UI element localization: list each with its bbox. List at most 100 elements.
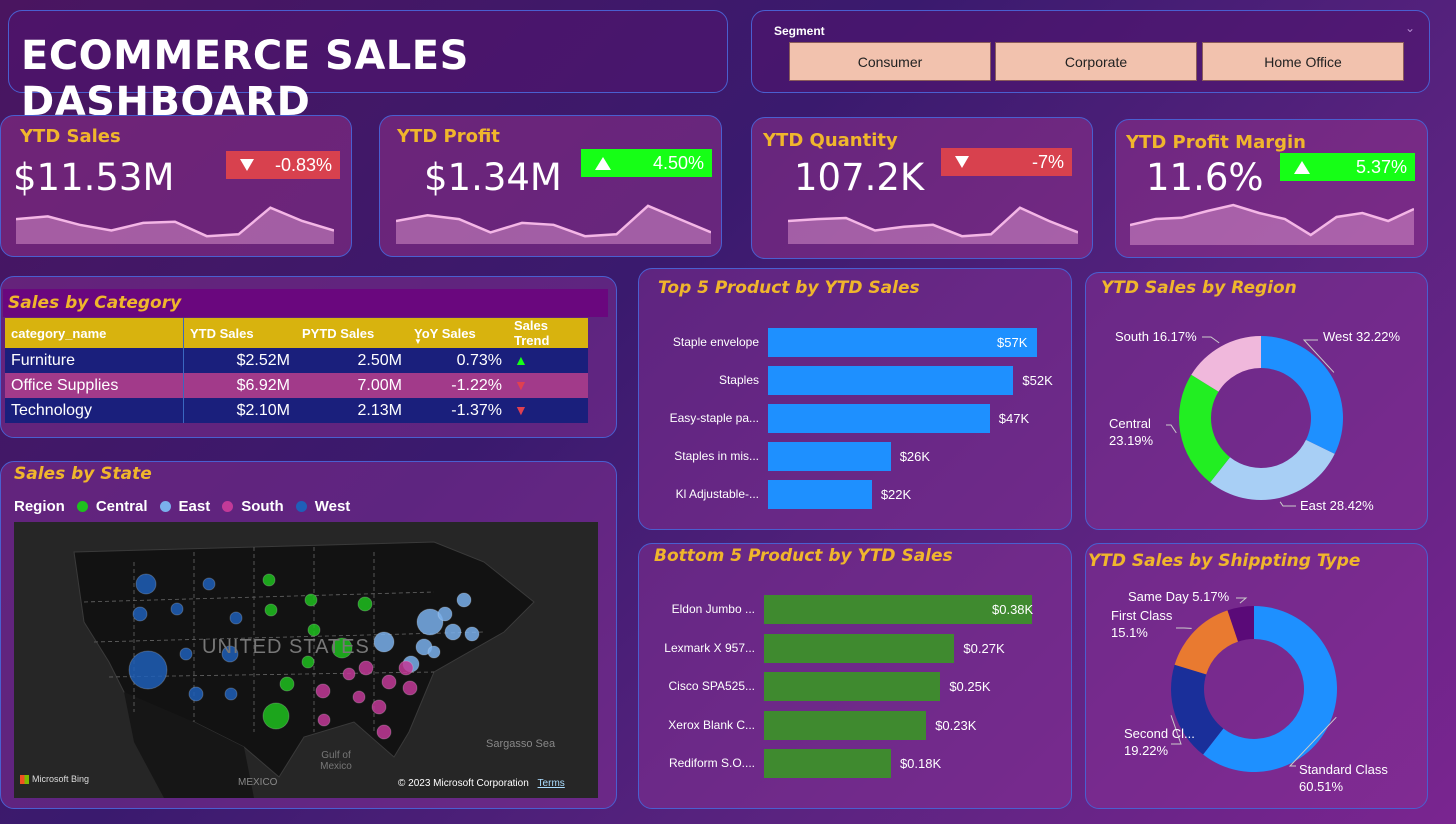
state-bubble[interactable] xyxy=(371,699,387,715)
state-bubble[interactable] xyxy=(170,602,184,616)
down-arrow-icon xyxy=(955,156,969,168)
terms-link[interactable]: Terms xyxy=(537,778,565,789)
bar[interactable] xyxy=(764,595,1032,624)
bar[interactable] xyxy=(764,710,927,740)
bar-value-label: $0.27K xyxy=(963,640,1005,656)
state-bubble[interactable] xyxy=(304,593,318,607)
donut-slice[interactable] xyxy=(1191,336,1261,392)
state-bubble[interactable] xyxy=(376,724,392,740)
donut-slice[interactable] xyxy=(1203,606,1337,772)
bar[interactable] xyxy=(764,749,891,778)
bar-category-label: Staple envelope xyxy=(672,335,759,349)
state-bubble[interactable] xyxy=(444,623,462,641)
copyright-text: © 2023 Microsoft Corporation xyxy=(398,778,529,789)
legend-dot-west xyxy=(295,501,307,512)
segment-corporate-button[interactable]: Corporate xyxy=(995,42,1197,81)
segment-home-office-button[interactable]: Home Office xyxy=(1202,42,1404,81)
state-bubble[interactable] xyxy=(202,577,216,591)
column-header[interactable]: category_name xyxy=(5,318,184,348)
legend-item[interactable]: Central xyxy=(95,498,148,515)
state-bubble[interactable] xyxy=(398,660,414,676)
donut-leader-line xyxy=(1166,424,1177,434)
microsoft-logo-icon xyxy=(20,774,29,784)
region-donut-chart[interactable]: West 32.22% East 28.42% Central 23.19% South… xyxy=(1086,273,1429,531)
state-bubble[interactable] xyxy=(317,713,331,727)
kpi-card-ytd-quantity: YTD Quantity 107.2K -7% xyxy=(751,117,1093,259)
donut-label: Central xyxy=(1109,416,1151,431)
column-header[interactable]: YoY Sales ▼ xyxy=(408,318,508,348)
kpi-value: $11.53M xyxy=(13,156,175,199)
column-header[interactable]: PYTD Sales xyxy=(296,318,408,348)
bar[interactable] xyxy=(764,633,955,663)
state-bubble[interactable] xyxy=(264,603,278,617)
donut-slice[interactable] xyxy=(1261,336,1343,454)
legend-item[interactable]: West xyxy=(314,498,351,515)
table-row[interactable]: Furniture $2.52M 2.50M 0.73% ▲ xyxy=(5,348,588,373)
state-bubble[interactable] xyxy=(221,645,239,663)
state-bubble[interactable] xyxy=(373,631,395,653)
top5-products-chart: Top 5 Product by YTD Sales Staple envelo… xyxy=(638,268,1072,530)
bar-value-label: $52K xyxy=(1022,373,1053,388)
state-bubble[interactable] xyxy=(307,623,321,637)
table-row[interactable]: Office Supplies $6.92M 7.00M -1.22% ▼ xyxy=(5,373,588,398)
legend-item[interactable]: East xyxy=(178,498,211,515)
state-bubble[interactable] xyxy=(416,608,444,636)
state-bubble[interactable] xyxy=(224,687,238,701)
state-bubble[interactable] xyxy=(315,683,331,699)
table-row[interactable]: Technology $2.10M 2.13M -1.37% ▼ xyxy=(5,398,588,423)
state-bubble[interactable] xyxy=(358,660,374,676)
sparkline-line xyxy=(788,206,1078,238)
column-header[interactable]: YTD Sales xyxy=(183,318,296,348)
state-bubble[interactable] xyxy=(331,637,353,659)
category-table: category_name YTD Sales PYTD Sales YoY S… xyxy=(5,318,589,423)
kpi-change-badge: -7% xyxy=(941,148,1072,176)
state-bubble[interactable] xyxy=(381,674,397,690)
shipping-donut-chart[interactable]: Standard Class 60.51% Second Cl... 19.22% Fi… xyxy=(1086,544,1429,810)
state-bubble[interactable] xyxy=(262,573,276,587)
bar[interactable] xyxy=(768,442,891,471)
kpi-sparkline xyxy=(396,204,711,244)
donut-slice[interactable] xyxy=(1171,664,1224,755)
donut-label: West 32.22% xyxy=(1323,329,1401,344)
state-bubble[interactable] xyxy=(427,645,441,659)
bar[interactable] xyxy=(768,366,1014,395)
donut-slice[interactable] xyxy=(1179,374,1231,483)
sparkline-area xyxy=(1130,205,1414,245)
state-bubble[interactable] xyxy=(179,647,193,661)
donut-slice[interactable] xyxy=(1174,610,1239,675)
segment-consumer-button[interactable]: Consumer xyxy=(789,42,991,81)
bar-category-label: Rediform S.O.... xyxy=(668,756,755,770)
bar[interactable] xyxy=(768,328,1037,357)
state-bubble[interactable] xyxy=(437,606,453,622)
kpi-change: 5.37% xyxy=(1355,156,1407,177)
state-bubble[interactable] xyxy=(301,655,315,669)
state-bubble[interactable] xyxy=(135,573,157,595)
kpi-change-badge: -0.83% xyxy=(226,151,340,179)
donut-slice[interactable] xyxy=(1210,439,1335,500)
bar[interactable] xyxy=(768,404,990,433)
kpi-change: -0.83% xyxy=(274,154,332,175)
state-bubble[interactable] xyxy=(279,676,295,692)
state-bubble[interactable] xyxy=(352,690,366,704)
legend-item[interactable]: South xyxy=(241,498,284,515)
donut-label: 23.19% xyxy=(1109,433,1154,448)
state-bubble[interactable] xyxy=(464,626,480,642)
state-bubble[interactable] xyxy=(188,686,204,702)
state-map[interactable]: UNITED STATES Gulf of Mexico Sargasso Se… xyxy=(14,522,598,798)
chevron-down-icon[interactable]: ⌄ xyxy=(1404,21,1415,35)
kpi-sparkline xyxy=(16,206,334,244)
donut-slice[interactable] xyxy=(1227,606,1254,642)
state-bubble[interactable] xyxy=(132,606,148,622)
bar[interactable] xyxy=(764,672,941,701)
state-bubble[interactable] xyxy=(456,592,472,608)
trend-up-icon: ▲ xyxy=(514,351,528,368)
column-header[interactable]: Sales Trend xyxy=(508,318,588,348)
state-bubble[interactable] xyxy=(262,702,290,730)
trend-down-icon: ▼ xyxy=(514,401,528,418)
state-bubble[interactable] xyxy=(357,596,373,612)
state-bubble[interactable] xyxy=(342,667,356,681)
state-bubble[interactable] xyxy=(402,680,418,696)
state-bubble[interactable] xyxy=(229,611,243,625)
state-bubble[interactable] xyxy=(128,650,168,690)
bar[interactable] xyxy=(768,480,872,509)
